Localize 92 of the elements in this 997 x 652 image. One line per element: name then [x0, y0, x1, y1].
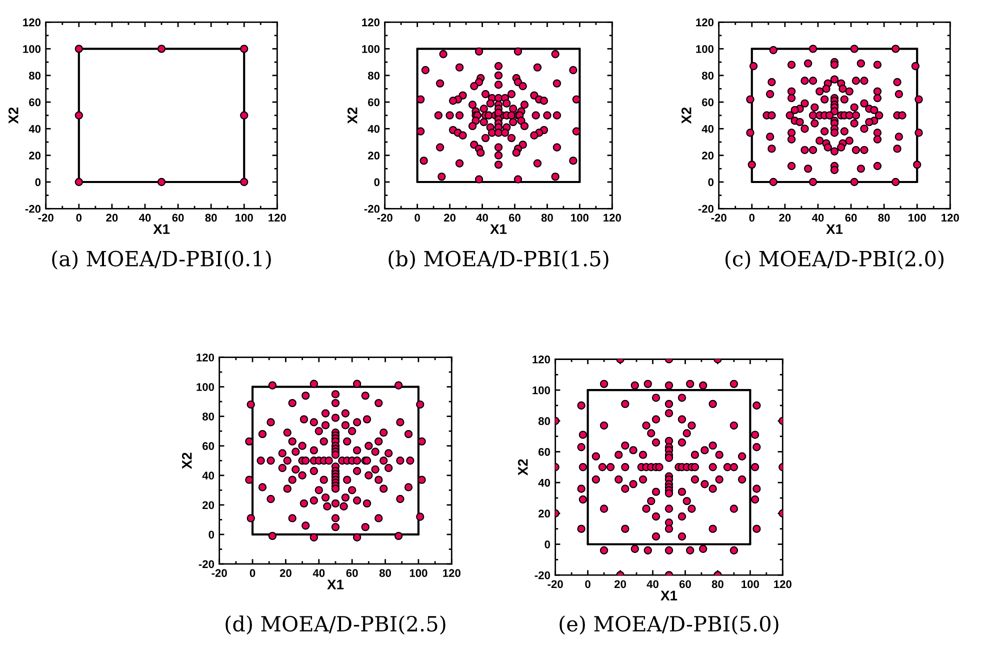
y-tick-label: 40	[538, 478, 550, 487]
y-axis-title: X2	[518, 459, 528, 476]
y-tick-label: 120	[23, 18, 41, 26]
x-tick-label: -20	[377, 214, 392, 222]
y-tick-label: 80	[368, 72, 380, 80]
x-tick-label: 120	[268, 214, 286, 222]
y-tick-label: 60	[202, 442, 214, 450]
x-tick-label: 0	[414, 214, 420, 222]
x-tick-label: 80	[379, 569, 391, 578]
text: (a) MOEA/D-PBI(0.1)	[52, 250, 271, 270]
y-tick-label: 120	[362, 18, 380, 26]
x-tick-label: 80	[712, 580, 724, 588]
y-tick-label: 20	[29, 152, 41, 160]
x-tick-label: 100	[410, 569, 428, 578]
x-tick-label: -20	[711, 214, 726, 222]
x-tick-label: 120	[443, 569, 460, 578]
x-tick-label: 120	[604, 214, 621, 222]
x-tick-label: 20	[106, 214, 118, 222]
text: (c) MOEA/D-PBI(2.0)	[725, 250, 944, 270]
x-tick-label: -20	[38, 214, 54, 222]
y-tick-label: 100	[696, 45, 714, 53]
y-axis-title: X2	[182, 452, 192, 470]
y-tick-label: 40	[202, 472, 214, 480]
y-tick-label: 100	[532, 386, 550, 394]
x-tick-label: 60	[172, 214, 184, 222]
y-tick-label: 0	[208, 530, 214, 539]
y-tick-label: 100	[362, 45, 380, 53]
x-tick-label: -20	[548, 580, 563, 588]
x-tick-label: 100	[236, 214, 253, 222]
x-tick-label: 100	[571, 214, 588, 222]
x-tick-label: 40	[646, 580, 658, 588]
x-tick-label: 60	[845, 214, 857, 222]
x-axis-title: X1	[327, 580, 344, 590]
y-tick-label: 40	[368, 124, 380, 133]
y-tick-label: 120	[532, 356, 550, 364]
x-tick-label: 40	[312, 569, 325, 578]
x-tick-label: 60	[346, 569, 358, 578]
y-tick-label: 120	[196, 354, 214, 362]
x-axis-title: X1	[153, 224, 170, 234]
text: (d) MOEA/D-PBI(2.5)	[226, 615, 446, 635]
y-tick-label: 40	[702, 124, 714, 133]
y-tick-label: 20	[702, 152, 714, 160]
text: (b) MOEA/D-PBI(1.5)	[388, 250, 608, 270]
x-tick-label: 60	[679, 580, 691, 588]
y-tick-label: 40	[28, 124, 41, 133]
y-tick-label: 60	[702, 98, 714, 106]
x-tick-label: -20	[212, 569, 227, 578]
y-tick-label: 0	[708, 178, 714, 186]
y-axis-title: X2	[347, 107, 358, 124]
y-tick-label: -20	[198, 560, 214, 568]
x-tick-label: 40	[138, 214, 151, 222]
x-tick-label: 40	[476, 214, 488, 222]
y-tick-label: -20	[364, 204, 380, 213]
y-tick-label: 80	[28, 72, 41, 80]
x-tick-label: 0	[585, 580, 590, 588]
y-tick-label: 80	[702, 72, 714, 80]
y-tick-label: 60	[29, 98, 41, 106]
y-axis-title: X2	[8, 107, 18, 124]
y-tick-label: 80	[202, 412, 214, 420]
x-tick-label: 80	[878, 214, 890, 222]
y-tick-label: 0	[544, 540, 550, 548]
x-tick-label: 0	[250, 569, 256, 578]
y-tick-label: 20	[202, 501, 214, 510]
x-tick-label: 20	[444, 214, 456, 222]
x-tick-label: 20	[779, 214, 791, 222]
y-tick-label: 0	[35, 178, 41, 186]
x-axis-title: X1	[660, 590, 678, 600]
x-tick-label: 100	[908, 214, 926, 222]
y-tick-label: 0	[374, 178, 380, 186]
x-tick-label: 20	[280, 569, 292, 578]
x-axis-title: X1	[490, 224, 507, 234]
y-tick-label: 60	[368, 98, 380, 106]
y-tick-label: -20	[698, 204, 714, 213]
x-tick-label: 0	[76, 214, 82, 222]
x-tick-label: 60	[508, 214, 520, 222]
y-tick-label: 100	[196, 383, 214, 391]
y-tick-label: 80	[538, 417, 550, 426]
y-tick-label: 60	[538, 448, 550, 456]
y-tick-label: 20	[538, 510, 550, 518]
y-tick-label: 20	[368, 152, 380, 160]
x-axis-title: X1	[826, 224, 843, 234]
y-tick-label: -20	[25, 204, 41, 213]
text: (e) MOEA/D-PBI(5.0)	[560, 615, 778, 635]
x-tick-label: 0	[749, 214, 755, 222]
x-tick-label: 40	[812, 214, 824, 222]
x-tick-label: 100	[742, 580, 759, 588]
x-tick-label: 120	[942, 214, 959, 222]
y-axis-title: X2	[681, 107, 692, 124]
y-tick-label: 100	[23, 45, 41, 53]
y-tick-label: 120	[696, 18, 714, 26]
x-tick-label: 120	[774, 580, 792, 588]
x-tick-label: 20	[614, 580, 626, 588]
